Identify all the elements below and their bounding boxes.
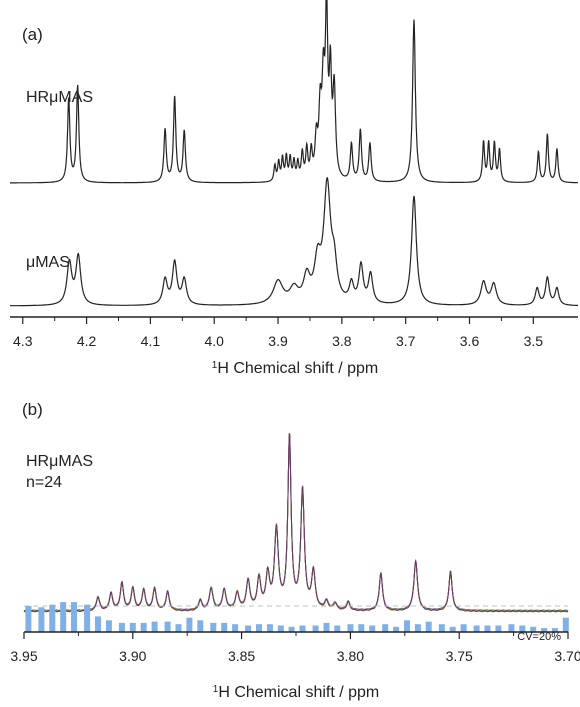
cv-bar-38 xyxy=(460,624,467,632)
series-label-umas: μMAS xyxy=(26,254,70,271)
cv-bar-6 xyxy=(95,616,101,632)
cv-bar-4 xyxy=(71,602,77,632)
cv-bar-13 xyxy=(175,624,182,632)
cv-bar-41 xyxy=(495,625,502,632)
spectrum-overlay-3 xyxy=(23,432,569,613)
cv-bar-15 xyxy=(197,620,204,632)
x-tick-label-b-4: 3.75 xyxy=(446,648,473,664)
cv-bar-8 xyxy=(118,622,125,632)
x-tick-label-b-5: 3.70 xyxy=(554,648,580,664)
spectrum-umas xyxy=(10,177,578,307)
cv-bar-5 xyxy=(84,604,91,632)
cv-bar-40 xyxy=(484,625,491,632)
x-tick-label-b-0: 3.95 xyxy=(10,648,37,664)
cv-reference-label: CV=20% xyxy=(517,631,561,643)
cv-bar-34 xyxy=(414,624,421,632)
cv-bar-12 xyxy=(164,621,171,632)
cv-bar-22 xyxy=(277,625,284,632)
spectrum-overlay-4 xyxy=(23,433,569,613)
cv-bar-19 xyxy=(245,625,252,632)
cv-bar-35 xyxy=(425,621,432,632)
x-ticks-a: 4.3 4.2 4.1 4.0 3.9 3.8 3.7 3.6 3.5 xyxy=(13,317,543,349)
panel-a-label: (a) xyxy=(22,25,43,44)
cv-bar-16 xyxy=(210,622,217,632)
spectrum-overlay-1 xyxy=(24,436,569,612)
cv-bar-31 xyxy=(382,624,389,632)
x-tick-label-a-4: 3.9 xyxy=(268,333,288,349)
cv-bar-45 xyxy=(541,628,548,632)
cv-bar-37 xyxy=(449,626,456,632)
x-axis-label-a: 1H Chemical shift / ppm xyxy=(212,360,379,378)
x-tick-label-b-3: 3.80 xyxy=(337,648,364,664)
cv-bar-18 xyxy=(232,624,239,632)
x-axis-label-a-sup: 1 xyxy=(212,360,218,371)
x-axis-label-b: 1H Chemical shift / ppm xyxy=(213,684,380,702)
cv-bar-10 xyxy=(140,622,147,632)
cv-bar-25 xyxy=(312,625,319,632)
x-tick-label-a-3: 4.0 xyxy=(204,333,224,349)
cv-bar-46 xyxy=(551,628,558,632)
x-tick-label-b-1: 3.90 xyxy=(119,648,146,664)
cv-bar-32 xyxy=(393,626,400,632)
x-tick-label-a-6: 3.7 xyxy=(396,333,416,349)
spectrum-overlay-5 xyxy=(23,433,569,613)
cv-bar-20 xyxy=(256,624,262,632)
panel-a: (a) HRμMAS μMAS 4.3 4.2 4.1 4.0 3.9 3.8 3.7 3.6… xyxy=(10,0,578,377)
spectrum-overlay-0 xyxy=(23,436,569,612)
cv-bars xyxy=(25,602,569,632)
x-axis-label-a-text: H Chemical shift / ppm xyxy=(217,360,378,377)
cv-bar-21 xyxy=(266,624,273,632)
cv-bar-7 xyxy=(105,620,112,632)
x-ticks-b: 3.95 3.90 3.85 3.80 3.75 3.70 xyxy=(10,632,580,664)
cv-bar-14 xyxy=(186,617,193,632)
cv-bar-23 xyxy=(288,626,295,632)
spectra-overlay-b xyxy=(23,432,569,613)
cv-bar-43 xyxy=(519,625,526,632)
cv-bar-33 xyxy=(404,620,410,632)
spectrum-overlay-2 xyxy=(23,434,569,612)
cv-bar-27 xyxy=(334,625,341,632)
cv-bar-39 xyxy=(473,625,480,632)
count-label: n=24 xyxy=(26,474,62,491)
cv-bar-24 xyxy=(299,625,306,632)
cv-bar-0 xyxy=(25,606,32,632)
x-tick-label-a-5: 3.8 xyxy=(332,333,352,349)
spectrum-hrumas xyxy=(10,0,578,184)
cv-bar-26 xyxy=(323,622,330,632)
series-label-hrumas-a: HRμMAS xyxy=(26,89,93,106)
cv-bar-11 xyxy=(151,621,158,632)
cv-bar-42 xyxy=(508,624,515,632)
series-label-hrumas-b: HRμMAS xyxy=(26,453,93,470)
panel-b: (b) HRμMAS n=24 CV=20% 3.95 3.90 3.85 3.80 3… xyxy=(10,400,580,701)
x-axis-label-b-text: H Chemical shift / ppm xyxy=(218,684,379,701)
x-tick-label-a-2: 4.1 xyxy=(141,333,161,349)
x-tick-label-a-0: 4.3 xyxy=(13,333,33,349)
cv-bar-3 xyxy=(60,602,67,632)
x-axis-label-b-sup: 1 xyxy=(213,684,219,695)
x-tick-label-a-1: 4.2 xyxy=(77,333,97,349)
cv-bar-17 xyxy=(221,622,228,632)
cv-bar-2 xyxy=(49,604,56,632)
cv-bar-36 xyxy=(438,624,445,632)
cv-bar-9 xyxy=(129,622,136,632)
cv-bar-29 xyxy=(358,624,365,632)
cv-bar-47 xyxy=(562,617,569,632)
cv-bar-44 xyxy=(530,626,537,632)
cv-bar-30 xyxy=(369,625,376,632)
x-tick-label-a-7: 3.6 xyxy=(460,333,480,349)
panel-b-label: (b) xyxy=(22,400,43,419)
x-tick-label-a-8: 3.5 xyxy=(524,333,544,349)
cv-bar-28 xyxy=(347,624,354,632)
x-tick-label-b-2: 3.85 xyxy=(228,648,255,664)
cv-bar-1 xyxy=(38,607,45,632)
